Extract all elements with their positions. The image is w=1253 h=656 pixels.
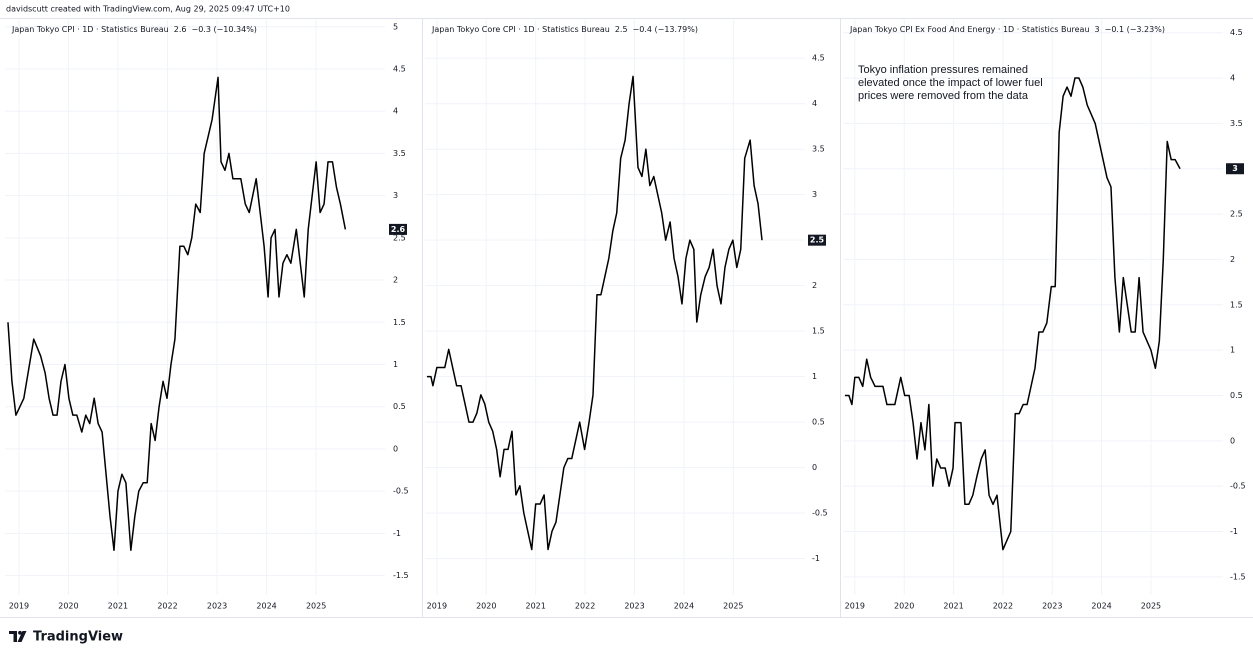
x-tick-label: 2021 — [943, 602, 963, 611]
y-tick-label: 3.5 — [393, 149, 406, 158]
y-tick-label: 1.5 — [393, 318, 406, 327]
legend-change: −0.3 (−10.34%) — [192, 25, 257, 34]
x-tick-label: 2020 — [58, 602, 78, 611]
x-tick-label: 2019 — [427, 602, 447, 611]
x-tick-label: 2024 — [1091, 602, 1111, 611]
x-tick-label: 2019 — [9, 602, 29, 611]
x-tick-label: 2020 — [476, 602, 496, 611]
y-tick-label: 4 — [393, 107, 398, 116]
y-tick-label: -0.5 — [393, 487, 409, 496]
x-tick-label: 2023 — [1042, 602, 1062, 611]
header-text: davidscutt created with TradingView.com,… — [6, 5, 290, 14]
last-value-badge: 2.5 — [808, 234, 826, 246]
x-tick-label: 2021 — [526, 602, 546, 611]
y-tick-label: -1.5 — [393, 571, 409, 580]
legend-last-value: 3 — [1095, 25, 1100, 34]
x-tick-label: 2025 — [306, 602, 326, 611]
y-tick-label: 2 — [393, 276, 398, 285]
y-tick-label: -0.5 — [812, 509, 828, 518]
chart-panel: 5 4.5 4 3.5 3 2.5 2 1.5 1 0.5 0 -0.5 -1 -1.5 2019 2020 2… — [5, 20, 409, 611]
y-tick-label: 4 — [812, 99, 817, 108]
legend-last-value: 2.6 — [174, 25, 187, 34]
legend-last-value: 2.5 — [615, 25, 628, 34]
y-tick-label: 4.5 — [393, 64, 406, 73]
y-tick-label: 4.5 — [1230, 28, 1243, 37]
y-tick-label: 0.5 — [393, 402, 406, 411]
y-tick-label: 3 — [393, 191, 398, 200]
y-tick-label: 4 — [1230, 74, 1235, 83]
legend-change: −0.4 (−13.79%) — [633, 25, 698, 34]
y-tick-label: 0.5 — [1230, 391, 1243, 400]
footer-brand: TradingView — [33, 630, 123, 645]
y-tick-label: 1.5 — [1230, 300, 1243, 309]
y-tick-label: 3.5 — [1230, 119, 1243, 128]
y-tick-label: 5 — [393, 22, 398, 31]
y-tick-label: 1 — [812, 372, 817, 381]
last-value-badge: 2.6 — [389, 223, 407, 235]
data-line — [7, 76, 347, 551]
series-title: Japan Tokyo CPI Ex Food And Energy · 1D … — [849, 25, 1090, 34]
data-line — [426, 75, 763, 551]
last-value-label: 2.5 — [810, 236, 825, 245]
chart-legend: Japan Tokyo Core CPI · 1D · Statistics B… — [431, 25, 698, 34]
y-tick-label: -0.5 — [1230, 482, 1246, 491]
chart-panel: 4.5 4 3.5 3 2.5 2 1.5 1 0.5 0 -0.5 -1 2019 2020 2021 20… — [425, 20, 828, 611]
y-tick-label: 3.5 — [812, 145, 825, 154]
x-tick-label: 2022 — [575, 602, 595, 611]
y-tick-label: 2 — [812, 281, 817, 290]
x-tick-label: 2025 — [723, 602, 743, 611]
y-tick-label: -1 — [1230, 527, 1238, 536]
y-tick-label: 2.5 — [393, 233, 406, 242]
last-value-box — [1226, 163, 1244, 175]
series-title: Japan Tokyo CPI · 1D · Statistics Bureau — [11, 25, 169, 34]
chart-panel: 4.5 4 3.5 3 2.5 2 1.5 1 0.5 0 -0.5 -1 -1.5 2019 2020 20… — [843, 20, 1246, 611]
y-tick-label: 2.5 — [1230, 210, 1243, 219]
last-value-box — [389, 223, 407, 235]
legend-change: −0.1 (−3.23%) — [1105, 25, 1165, 34]
y-tick-label: -1 — [393, 529, 401, 538]
y-tick-label: 2 — [1230, 255, 1235, 264]
annotation-text: prices were removed from the data — [858, 90, 1029, 102]
y-tick-label: -1 — [812, 554, 820, 563]
y-tick-label: 1.5 — [812, 327, 825, 336]
y-tick-label: 0 — [393, 444, 398, 453]
last-value-badge: 3 — [1226, 163, 1244, 175]
x-tick-label: 2025 — [1141, 602, 1161, 611]
x-tick-label: 2024 — [674, 602, 694, 611]
x-tick-label: 2021 — [108, 602, 128, 611]
x-tick-label: 2019 — [845, 602, 865, 611]
annotation-text: elevated once the impact of lower fuel — [858, 77, 1043, 89]
y-tick-label: -1.5 — [1230, 572, 1246, 581]
y-tick-label: 0 — [812, 463, 817, 472]
annotation-text: Tokyo inflation pressures remained — [858, 64, 1028, 76]
y-tick-label: 1 — [1230, 346, 1235, 355]
last-value-label: 2.6 — [391, 225, 406, 234]
tradingview-logo — [9, 630, 27, 642]
x-tick-label: 2020 — [894, 602, 914, 611]
y-tick-label: 0.5 — [812, 418, 825, 427]
data-line — [844, 77, 1181, 551]
y-tick-label: 0 — [1230, 436, 1235, 445]
last-value-label: 3 — [1232, 164, 1238, 173]
chart-legend: Japan Tokyo CPI Ex Food And Energy · 1D … — [849, 25, 1165, 34]
x-tick-label: 2023 — [624, 602, 644, 611]
x-tick-label: 2022 — [993, 602, 1013, 611]
chart-legend: Japan Tokyo CPI · 1D · Statistics Bureau… — [11, 25, 257, 34]
last-value-box — [808, 234, 826, 246]
y-tick-label: 1 — [393, 360, 398, 369]
y-tick-label: 3 — [812, 190, 817, 199]
x-tick-label: 2024 — [256, 602, 276, 611]
x-tick-label: 2022 — [157, 602, 177, 611]
x-tick-label: 2023 — [207, 602, 227, 611]
series-title: Japan Tokyo Core CPI · 1D · Statistics B… — [431, 25, 610, 34]
y-tick-label: 4.5 — [812, 54, 825, 63]
